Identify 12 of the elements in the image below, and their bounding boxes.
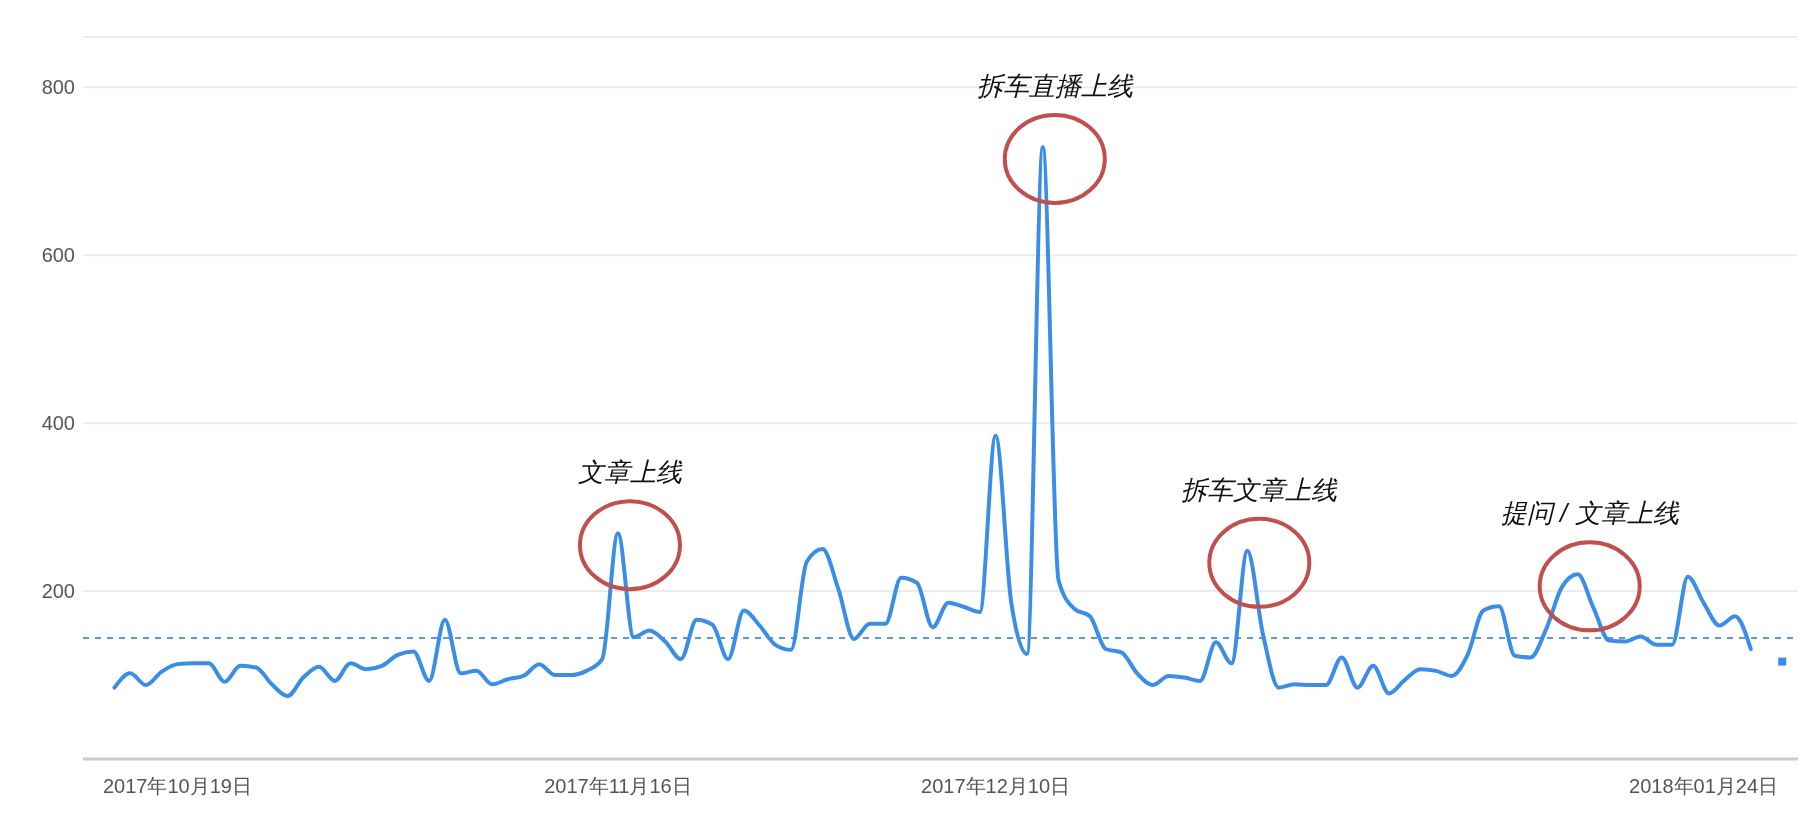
y-tick-label: 200 [41,580,75,603]
annotation: 文章上线 [577,457,683,488]
x-tick-label: 2017年11月16日 [544,775,692,798]
x-tick-label: 2018年01月24日 [1629,775,1779,798]
x-tick-label: 2017年10月19日 [102,775,252,798]
y-tick-label: 600 [41,244,75,267]
annotation: 提问 / 文章上线 [1500,498,1680,529]
y-tick-label: 400 [41,412,75,435]
x-tick-label: 2017年12月10日 [921,775,1071,798]
annotation: 拆车文章上线 [1181,474,1339,505]
y-tick-label: 800 [41,76,75,99]
annotation: 拆车直播上线 [976,70,1134,101]
